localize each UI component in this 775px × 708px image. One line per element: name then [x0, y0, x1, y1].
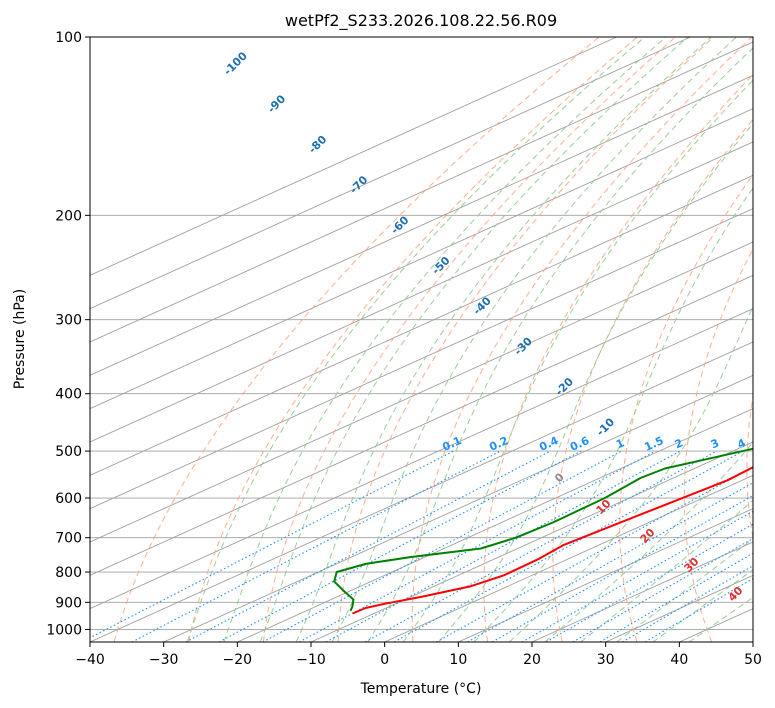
- x-axis-title: Temperature (°C): [360, 681, 482, 697]
- dry-adiabat: [552, 118, 753, 642]
- x-tick-label: −40: [75, 652, 105, 668]
- isotherm-gridline: [310, 441, 753, 642]
- isotherm-gridline: [90, 141, 753, 443]
- y-tick-label: 100: [55, 30, 82, 46]
- y-tick-label: 700: [55, 531, 82, 547]
- x-tick-label: 40: [670, 652, 688, 668]
- isotherm-gridline: [90, 37, 691, 310]
- dewpoint-line: [333, 447, 753, 612]
- mixing-ratio-line: [467, 482, 753, 642]
- temperature-line: [352, 466, 753, 615]
- isotherm-gridline: [752, 641, 753, 642]
- moist-adiabat: [438, 122, 753, 642]
- mixing-ratio-line: [131, 450, 501, 642]
- dry-adiabat: [619, 173, 753, 642]
- isotherm-gridline: [90, 274, 753, 576]
- x-tick-label: 10: [449, 652, 467, 668]
- mixing-ratio-line: [572, 537, 753, 642]
- y-tick-label: 600: [55, 491, 82, 507]
- isotherm-gridline: [90, 37, 617, 276]
- moist-adiabat: [402, 79, 753, 642]
- mixing-ratio-line: [218, 450, 582, 642]
- dry-adiabat: [746, 393, 753, 541]
- mixing-ratio-line: [393, 450, 744, 642]
- y-tick-label: 400: [55, 387, 82, 403]
- axes: −40 −30 −20 −10 0 10 20 30 40 50 100 200 300 400 500 60…: [46, 30, 762, 668]
- y-tick-label: 300: [55, 313, 82, 329]
- moist-adiabat: [509, 305, 753, 642]
- moist-adiabat: [367, 47, 753, 642]
- y-tick-label: 900: [55, 595, 82, 611]
- dry-adiabat: [683, 247, 753, 642]
- y-tick-label: 200: [55, 208, 82, 224]
- mixing-ratio-line: [436, 466, 753, 642]
- isotherm-gridline: [90, 308, 753, 610]
- moist-adiabat: [331, 37, 737, 642]
- y-tick-label: 800: [55, 565, 82, 581]
- plot-area: [90, 37, 753, 642]
- x-tick-label: −20: [223, 652, 253, 668]
- isotherm-gridline: [90, 108, 753, 410]
- isotherm-gridline: [384, 474, 753, 642]
- profile-lines: [333, 447, 753, 615]
- isotherm-gridline: [90, 341, 753, 642]
- x-tick-label: −30: [149, 652, 179, 668]
- y-axis-title: Pressure (hPa): [12, 289, 28, 389]
- chart-title: wetPf2_S233.2026.108.22.56.R09: [285, 11, 557, 31]
- mixing-ratio-line: [365, 450, 717, 642]
- moist-adiabat: [186, 37, 646, 642]
- y-tick-label: 1000: [46, 622, 82, 638]
- moist-adiabat: [652, 569, 753, 642]
- moist-adiabat: [295, 37, 712, 642]
- isotherm-gridline: [237, 408, 753, 642]
- y-tick-label: 500: [55, 444, 82, 460]
- x-tick-label: 30: [597, 652, 615, 668]
- x-tick-label: 50: [744, 652, 762, 668]
- dry-adiabat: [188, 37, 638, 642]
- x-tick-label: 0: [380, 652, 389, 668]
- moist-adiabat: [259, 37, 689, 642]
- dry-adiabat: [483, 73, 753, 642]
- dry-adiabat: [113, 37, 600, 642]
- dry-adiabat: [411, 37, 753, 642]
- isotherm-gridline: [90, 241, 753, 543]
- mixing-ratio-line: [546, 523, 753, 642]
- x-tick-label: −10: [296, 652, 326, 668]
- isotherm-gridline: [90, 74, 753, 376]
- mixing-ratio-line: [298, 450, 656, 642]
- mixing-ratio-line: [325, 450, 681, 642]
- plot-frame: [89, 36, 754, 643]
- isotherm-gridline: [90, 174, 753, 476]
- isotherm-gridline: [458, 508, 753, 642]
- isotherm-gridline: [90, 208, 753, 510]
- isotherm-gridline: [163, 374, 753, 642]
- moist-adiabat: [544, 441, 753, 642]
- background-lines: [90, 37, 753, 642]
- dry-adiabat: [263, 37, 676, 642]
- moist-adiabat: [688, 596, 753, 642]
- x-tick-label: 20: [523, 652, 541, 668]
- isotherm-gridline: [90, 41, 753, 343]
- moist-adiabat: [223, 37, 667, 642]
